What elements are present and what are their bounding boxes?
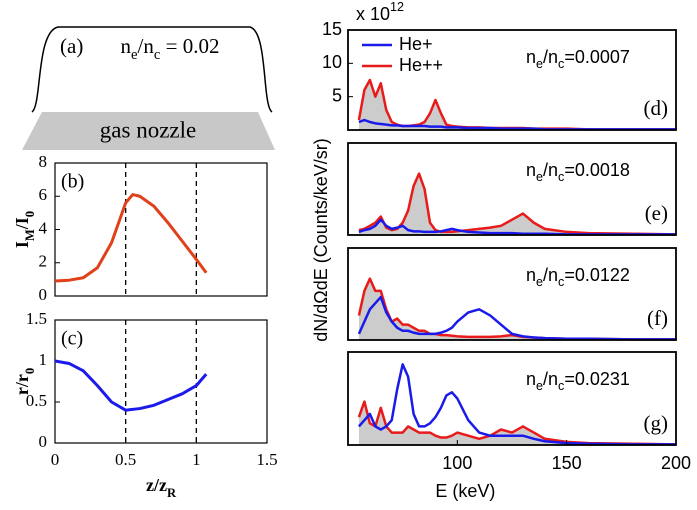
text-part: 12 xyxy=(390,0,404,14)
y-tick-label: 1 xyxy=(39,350,48,369)
text-part: e xyxy=(536,379,543,393)
text-part: c xyxy=(558,170,564,184)
text-part: c xyxy=(558,275,564,289)
annotation: ne/nc=0.0122 xyxy=(526,265,630,290)
area xyxy=(358,173,676,235)
data-line xyxy=(357,363,676,446)
text-part: /n xyxy=(543,160,558,180)
density-label: ne/nc = 0.02 xyxy=(121,34,220,64)
x-axis-title: E (keV) xyxy=(435,481,495,501)
panel-label: (d) xyxy=(644,96,669,120)
x-tick-label: 1.5 xyxy=(256,450,277,469)
text-part: /n xyxy=(543,265,558,285)
text-part: n xyxy=(526,160,536,180)
text-part: e xyxy=(536,170,543,184)
area xyxy=(358,401,676,445)
text-part: /n xyxy=(138,34,155,58)
x-axis-title: z/zR xyxy=(146,475,177,500)
text-part: c xyxy=(558,379,564,393)
y-tick-label: 2 xyxy=(39,252,48,271)
nozzle-shape xyxy=(22,112,275,150)
text-part: z/z xyxy=(146,475,167,495)
y-tick-label: 15 xyxy=(322,19,342,39)
text-part: e xyxy=(536,57,543,71)
y-tick-label: 1.5 xyxy=(26,309,47,328)
text-part: e xyxy=(536,275,543,289)
text-part: c xyxy=(154,47,161,63)
y-tick-label: 6 xyxy=(39,185,48,204)
text-part: =0.0231 xyxy=(564,369,630,389)
y-axis-title: r/r0 xyxy=(12,368,37,395)
data-line xyxy=(357,295,676,341)
y-tick-label: 8 xyxy=(39,152,48,171)
axis-multiplier: x 1012 xyxy=(356,0,404,23)
legend-label: He+ xyxy=(399,34,433,54)
annotation: ne/nc=0.0018 xyxy=(526,160,630,185)
text-part: x 10 xyxy=(356,4,390,24)
y-axis-title: dN/dΩdE (Counts/keV/sr) xyxy=(311,138,331,342)
text-part: =0.0122 xyxy=(564,265,630,285)
text-part: = 0.02 xyxy=(160,34,219,58)
text-part: n xyxy=(121,34,132,58)
x-tick-label: 0.5 xyxy=(115,450,136,469)
text-part: n xyxy=(526,265,536,285)
panel-label: (f) xyxy=(647,306,668,330)
area xyxy=(358,80,676,130)
plot-frame xyxy=(347,351,677,446)
text-part: n xyxy=(526,47,536,67)
y-tick-label: 4 xyxy=(39,218,48,237)
text-part: c xyxy=(558,57,564,71)
y-tick-label: 5 xyxy=(332,85,342,105)
data-line xyxy=(54,193,208,283)
text-part: =0.0007 xyxy=(564,47,630,67)
text-part: R xyxy=(167,486,177,500)
text-part: /n xyxy=(543,47,558,67)
text-part: =0.0018 xyxy=(564,160,630,180)
x-tick-label: 150 xyxy=(552,453,582,473)
text-part: r/r xyxy=(12,374,32,395)
y-tick-label: 10 xyxy=(322,52,342,72)
x-tick-label: 100 xyxy=(442,453,472,473)
density-profile xyxy=(31,26,273,113)
text-part: /n xyxy=(543,369,558,389)
panel-label: (g) xyxy=(644,411,669,435)
nozzle-label: gas nozzle xyxy=(100,117,196,142)
x-tick-label: 200 xyxy=(661,453,691,473)
panel-label: (c) xyxy=(61,328,83,350)
plot-frame xyxy=(347,29,677,131)
plot-frame xyxy=(347,247,677,341)
text-part: I xyxy=(12,241,32,248)
x-tick-label: 1 xyxy=(192,450,201,469)
annotation: ne/nc=0.0231 xyxy=(526,369,630,394)
data-line xyxy=(358,218,676,236)
text-part: /I xyxy=(12,217,32,230)
y-tick-label: 0 xyxy=(39,285,48,304)
x-tick-label: 0 xyxy=(51,450,60,469)
annotation: ne/nc=0.0007 xyxy=(526,47,630,72)
y-axis-title: IM/I0 xyxy=(12,211,37,248)
data-line xyxy=(358,118,676,131)
y-tick-label: 0.5 xyxy=(26,391,47,410)
data-line xyxy=(54,359,208,412)
y-tick-label: 0 xyxy=(39,432,48,451)
area xyxy=(358,278,676,340)
plot-frame xyxy=(347,142,677,236)
text-part: e xyxy=(131,47,138,63)
text-part: 0 xyxy=(23,211,37,217)
text-part: M xyxy=(23,229,37,241)
panel-label: (b) xyxy=(61,171,84,193)
legend-label: He++ xyxy=(399,55,443,75)
text-part: 0 xyxy=(23,368,37,374)
text-part: n xyxy=(526,369,536,389)
data-line xyxy=(357,78,676,131)
panel-label: (e) xyxy=(645,201,668,225)
panel-label: (a) xyxy=(60,34,83,58)
plot-frame xyxy=(54,319,268,444)
